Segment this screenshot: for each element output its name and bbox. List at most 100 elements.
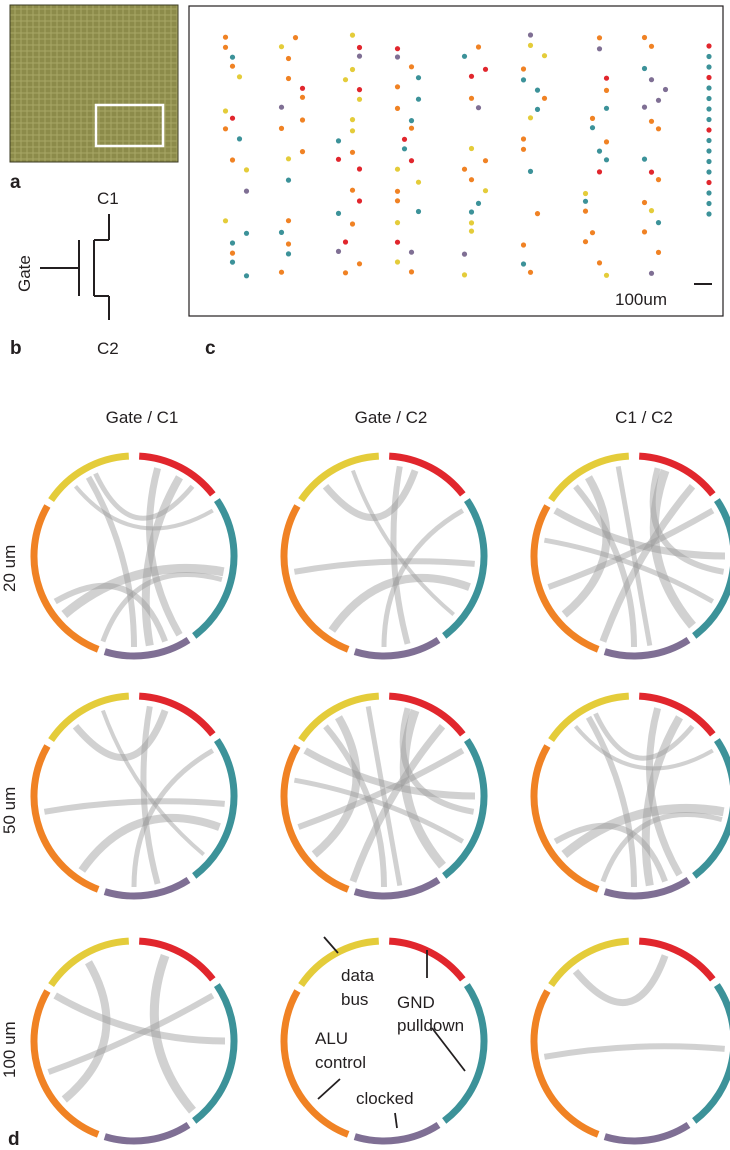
chord-diagram-r2-c1: [280, 937, 488, 1145]
scatter-point: [349, 32, 356, 38]
chord-ribbon: [543, 537, 715, 604]
chord-diagrams: [30, 452, 730, 1145]
chord-ribbon: [381, 508, 465, 648]
chord-segment: [298, 937, 380, 988]
chord-segment: [548, 452, 630, 503]
chord-segment: [692, 738, 730, 879]
scatter-point: [285, 177, 292, 183]
chord-ribbon: [615, 465, 653, 647]
chord-segment: [192, 983, 238, 1124]
scatter-point: [299, 149, 306, 155]
scatter-point: [706, 116, 712, 123]
chord-ribbon: [146, 467, 183, 637]
chord-ribbon: [311, 715, 361, 858]
chord-segment: [138, 452, 216, 497]
chord-ribbon: [101, 709, 205, 857]
scatter-point: [229, 259, 236, 265]
scatter-point: [349, 221, 356, 227]
label-gnd: GND: [397, 993, 435, 1012]
scatter-point: [582, 208, 589, 214]
scatter-point: [520, 77, 527, 83]
scatter-points: [222, 32, 712, 279]
chord-ribbon: [600, 812, 723, 883]
scatter-point: [278, 125, 285, 131]
transistor-symbol: [40, 214, 110, 320]
chord-segment: [192, 498, 238, 639]
scatter-point: [229, 157, 236, 163]
scatter-point: [655, 220, 662, 226]
chord-ribbon: [553, 822, 668, 883]
scatter-point: [706, 137, 712, 144]
chord-segment: [603, 1121, 691, 1145]
scatter-frame: [188, 5, 724, 317]
scatter-point: [229, 63, 236, 69]
chord-ribbon: [649, 468, 696, 629]
chord-ribbon: [297, 747, 465, 830]
chord-ribbon: [293, 558, 475, 575]
scatter-point: [415, 208, 422, 215]
scatter-point: [299, 94, 306, 100]
scatter-point: [394, 105, 401, 111]
chord-ribbon: [547, 507, 715, 590]
chord-segment: [48, 452, 130, 503]
chord-diagram-r1-c0: [30, 692, 238, 900]
transistor-c1-label: C1: [97, 189, 119, 208]
chord-segment: [530, 989, 600, 1138]
scatter-point: [655, 177, 662, 183]
scatter-point: [349, 66, 356, 73]
scatter-point: [342, 77, 349, 83]
scatter-point: [408, 269, 415, 275]
scatter-point: [394, 259, 401, 265]
scatter-point: [408, 118, 415, 124]
chord-segment: [638, 452, 716, 497]
scatter-point: [527, 115, 534, 121]
scatter-point: [603, 139, 610, 145]
scatter-point: [415, 96, 422, 102]
scatter-point: [292, 35, 299, 41]
scatter-point: [243, 167, 250, 173]
scatter-point: [356, 96, 363, 102]
scatter-point: [349, 128, 356, 134]
transistor-c2-label: C2: [97, 339, 119, 358]
scatter-point: [534, 106, 541, 112]
chord-segment: [692, 983, 730, 1124]
chord-ribbon: [293, 777, 465, 844]
chord-segment: [280, 744, 350, 893]
chord-segment: [603, 876, 691, 900]
scatter-point: [706, 85, 712, 91]
chord-segment: [30, 744, 100, 893]
scatter-point: [520, 242, 527, 248]
scatter-point: [648, 43, 655, 49]
scatter-point: [648, 208, 655, 214]
chord-ribbon: [61, 960, 111, 1103]
scatter-point: [534, 211, 541, 217]
panel-label-c: c: [205, 338, 216, 359]
chord-diagram-r0-c2: [530, 452, 730, 660]
label-bus: bus: [341, 990, 368, 1009]
scatter-point: [706, 158, 712, 165]
column-title-c1-c2: C1 / C2: [615, 408, 673, 427]
scatter-point: [222, 34, 229, 40]
scatter-point: [641, 65, 648, 72]
scatter-point: [596, 148, 603, 154]
scatter-point: [222, 218, 229, 224]
chord-segment: [192, 738, 238, 879]
scatter-point: [229, 115, 236, 121]
scatter-point: [468, 220, 475, 226]
chord-segment: [138, 692, 216, 737]
chord-ribbon: [365, 705, 403, 887]
chord-ribbon: [141, 475, 183, 647]
chord-ribbon: [131, 748, 215, 888]
chord-ribbon: [53, 582, 168, 643]
scatter-point: [415, 75, 422, 81]
chord-segment: [280, 504, 350, 653]
scatter-point: [278, 104, 285, 110]
column-title-gate-c1: Gate / C1: [106, 408, 179, 427]
chord-ribbon: [93, 472, 195, 521]
scatter-point: [706, 148, 712, 154]
scatter-point: [342, 239, 349, 245]
panel-label-a: a: [10, 172, 21, 193]
chord-segment: [638, 692, 716, 737]
chord-segment: [442, 983, 488, 1124]
scatter-point: [285, 156, 292, 162]
